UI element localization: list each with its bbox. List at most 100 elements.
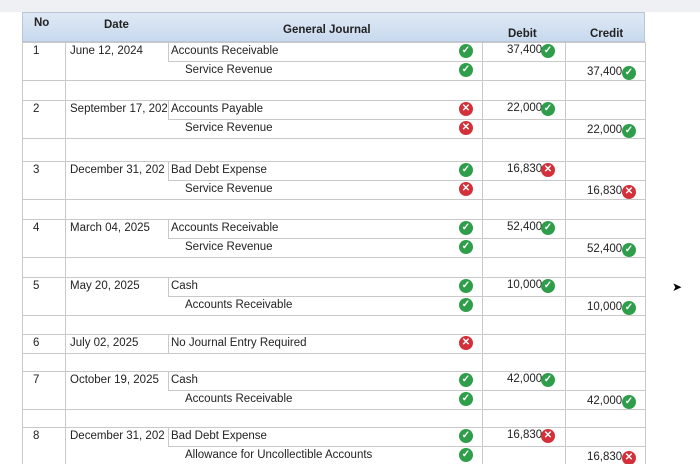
grid-line xyxy=(22,409,645,410)
check-icon: ✓ xyxy=(459,392,473,406)
debit-amount: 16,830 xyxy=(507,163,543,175)
account-name: Cash xyxy=(171,374,198,386)
entry-date: December 31, 202 xyxy=(70,430,165,442)
grid-line xyxy=(22,80,645,81)
check-icon: ✓ xyxy=(541,44,555,58)
error-icon: ✕ xyxy=(459,102,473,116)
check-icon: ✓ xyxy=(541,279,555,293)
debit-amount: 16,830 xyxy=(507,429,543,441)
check-icon: ✓ xyxy=(622,66,636,80)
error-icon: ✕ xyxy=(459,121,473,135)
grid-line xyxy=(22,353,645,354)
check-icon: ✓ xyxy=(459,44,473,58)
check-icon: ✓ xyxy=(541,373,555,387)
header-debit: Debit xyxy=(508,28,537,40)
account-name: Accounts Receivable xyxy=(171,222,279,234)
entry-no: 1 xyxy=(33,45,40,57)
grid-line xyxy=(482,42,483,464)
grid-line xyxy=(22,138,645,139)
account-name: No Journal Entry Required xyxy=(171,337,307,349)
entry-date: December 31, 202 xyxy=(70,164,165,176)
account-name: Accounts Receivable xyxy=(185,299,293,311)
entry-no: 6 xyxy=(33,337,40,349)
credit-amount: 22,000 xyxy=(587,124,623,136)
grid-line xyxy=(645,42,646,464)
top-strip xyxy=(0,0,700,12)
header-no: No xyxy=(34,17,50,29)
grid-line xyxy=(168,390,645,391)
grid-line xyxy=(168,180,645,181)
header-bar xyxy=(22,12,645,42)
check-icon: ✓ xyxy=(622,301,636,315)
grid-line xyxy=(65,42,66,464)
check-icon: ✓ xyxy=(459,448,473,462)
account-name: Service Revenue xyxy=(185,122,273,134)
grid-line xyxy=(168,296,645,297)
credit-amount: 10,000 xyxy=(587,301,623,313)
check-icon: ✓ xyxy=(541,102,555,116)
check-icon: ✓ xyxy=(459,163,473,177)
check-icon: ✓ xyxy=(459,429,473,443)
credit-amount: 16,830 xyxy=(587,185,623,197)
check-icon: ✓ xyxy=(622,395,636,409)
debit-amount: 10,000 xyxy=(507,279,543,291)
entry-date: May 20, 2025 xyxy=(70,280,140,292)
check-icon: ✓ xyxy=(622,124,636,138)
check-icon: ✓ xyxy=(459,298,473,312)
check-icon: ✓ xyxy=(459,221,473,235)
grid-line xyxy=(22,100,645,101)
header-journal: General Journal xyxy=(283,24,371,36)
grid-line xyxy=(22,315,645,316)
grid-line xyxy=(168,219,169,238)
credit-amount: 42,000 xyxy=(587,395,623,407)
account-name: Bad Debt Expense xyxy=(171,164,267,176)
account-name: Service Revenue xyxy=(185,241,273,253)
entry-no: 5 xyxy=(33,280,40,292)
credit-amount: 37,400 xyxy=(587,66,623,78)
check-icon: ✓ xyxy=(459,279,473,293)
grid-line xyxy=(22,427,645,428)
grid-line xyxy=(22,219,645,220)
account-name: Allowance for Uncollectible Accounts xyxy=(185,449,373,461)
entry-date: July 02, 2025 xyxy=(70,337,139,349)
grid-line xyxy=(168,238,645,239)
error-icon: ✕ xyxy=(541,163,555,177)
grid-line xyxy=(168,161,169,180)
grid-line xyxy=(168,42,169,61)
grid-line xyxy=(22,371,645,372)
credit-amount: 16,830 xyxy=(587,451,623,463)
account-name: Accounts Receivable xyxy=(185,393,293,405)
check-icon: ✓ xyxy=(541,221,555,235)
header-date: Date xyxy=(104,19,129,31)
debit-amount: 42,000 xyxy=(507,373,543,385)
grid-line xyxy=(22,42,23,464)
check-icon: ✓ xyxy=(459,240,473,254)
grid-line xyxy=(168,61,645,62)
grid-line xyxy=(168,119,645,120)
error-icon: ✕ xyxy=(622,185,636,199)
entry-no: 8 xyxy=(33,430,40,442)
check-icon: ✓ xyxy=(622,243,636,257)
grid-line xyxy=(22,277,645,278)
entry-no: 4 xyxy=(33,222,40,234)
grid-line xyxy=(22,334,645,335)
header-credit: Credit xyxy=(590,28,624,40)
grid-line xyxy=(22,199,645,200)
account-name: Bad Debt Expense xyxy=(171,430,267,442)
grid-line xyxy=(168,100,169,119)
entry-date: March 04, 2025 xyxy=(70,222,150,234)
entry-no: 7 xyxy=(33,374,40,386)
credit-amount: 52,400 xyxy=(587,243,623,255)
cursor: ➤ xyxy=(672,280,683,294)
entry-no: 3 xyxy=(33,164,40,176)
debit-amount: 22,000 xyxy=(507,102,543,114)
grid-line xyxy=(22,257,645,258)
grid-line xyxy=(22,42,645,43)
account-name: Service Revenue xyxy=(185,183,273,195)
grid-line xyxy=(22,161,645,162)
error-icon: ✕ xyxy=(459,182,473,196)
grid-line xyxy=(168,446,645,447)
grid-line xyxy=(168,427,169,446)
error-icon: ✕ xyxy=(459,336,473,350)
